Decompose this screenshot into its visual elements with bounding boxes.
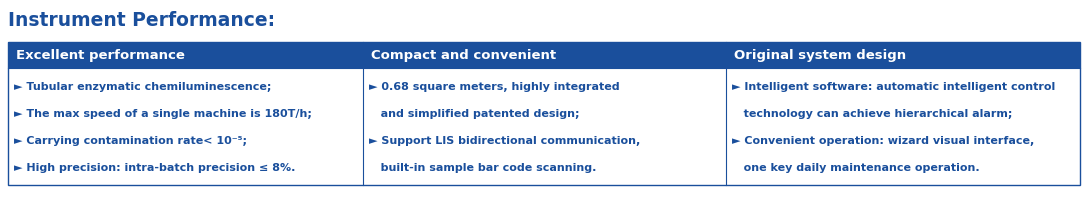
Text: technology can achieve hierarchical alarm;: technology can achieve hierarchical alar…: [732, 109, 1012, 119]
Text: Instrument Performance:: Instrument Performance:: [8, 11, 275, 30]
Text: ► Carrying contamination rate< 10⁻⁵;: ► Carrying contamination rate< 10⁻⁵;: [14, 136, 247, 146]
Text: ► Support LIS bidirectional communication,: ► Support LIS bidirectional communicatio…: [369, 136, 640, 146]
Text: ► Tubular enzymatic chemiluminescence;: ► Tubular enzymatic chemiluminescence;: [14, 82, 271, 92]
Bar: [726, 42, 1080, 68]
Bar: [8, 42, 1080, 185]
Text: Original system design: Original system design: [734, 48, 906, 61]
Text: ► 0.68 square meters, highly integrated: ► 0.68 square meters, highly integrated: [369, 82, 620, 92]
Text: one key daily maintenance operation.: one key daily maintenance operation.: [732, 163, 979, 173]
Text: ► Intelligent software: automatic intelligent control: ► Intelligent software: automatic intell…: [732, 82, 1055, 92]
Text: ► The max speed of a single machine is 180T/h;: ► The max speed of a single machine is 1…: [14, 109, 312, 119]
Text: and simplified patented design;: and simplified patented design;: [369, 109, 580, 119]
Text: Compact and convenient: Compact and convenient: [371, 48, 556, 61]
Text: built-in sample bar code scanning.: built-in sample bar code scanning.: [369, 163, 596, 173]
Text: ► High precision: intra-batch precision ≤ 8%.: ► High precision: intra-batch precision …: [14, 163, 295, 173]
Bar: [8, 42, 363, 68]
Bar: [363, 42, 726, 68]
Text: ► Convenient operation: wizard visual interface,: ► Convenient operation: wizard visual in…: [732, 136, 1035, 146]
Text: Excellent performance: Excellent performance: [16, 48, 185, 61]
